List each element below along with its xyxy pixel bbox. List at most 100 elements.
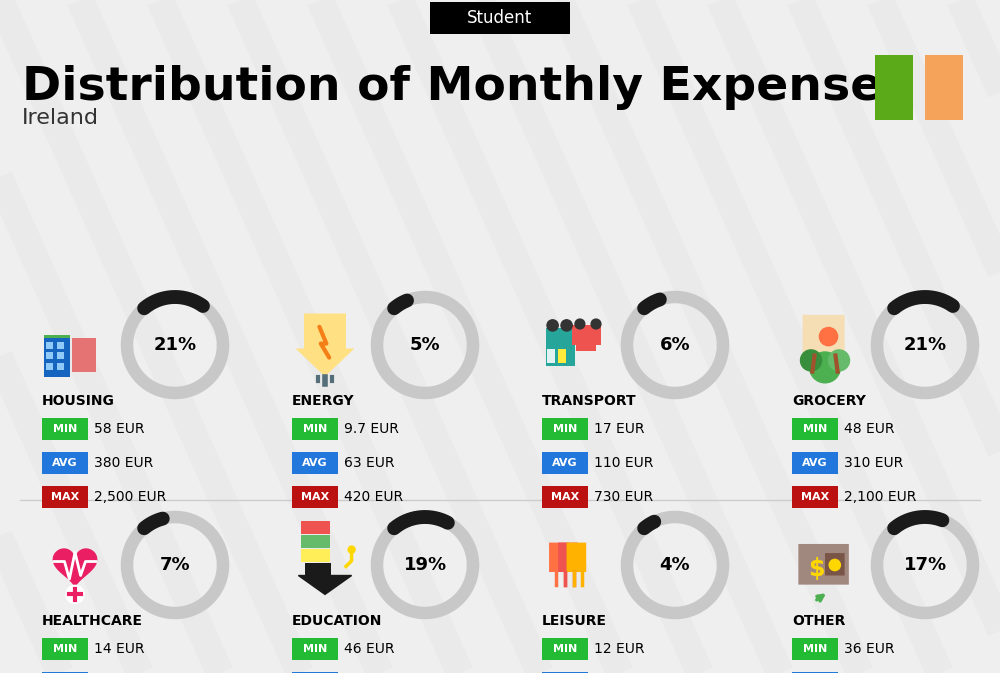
Text: 2,500 EUR: 2,500 EUR	[94, 490, 166, 504]
FancyBboxPatch shape	[803, 315, 845, 355]
Text: MIN: MIN	[553, 424, 577, 434]
Text: MIN: MIN	[803, 424, 827, 434]
Circle shape	[561, 320, 572, 331]
Text: MIN: MIN	[553, 644, 577, 654]
FancyBboxPatch shape	[567, 542, 586, 572]
Bar	[430, 2, 570, 34]
Text: 14 EUR: 14 EUR	[94, 642, 144, 656]
Bar	[42, 452, 88, 474]
Circle shape	[66, 586, 84, 604]
Bar	[292, 452, 338, 474]
Text: 310 EUR: 310 EUR	[844, 456, 903, 470]
Text: 7%: 7%	[160, 556, 190, 574]
Text: 21%: 21%	[153, 336, 197, 354]
Text: 17%: 17%	[903, 556, 947, 574]
Text: AVG: AVG	[302, 458, 328, 468]
Text: 58 EUR: 58 EUR	[94, 422, 144, 436]
Circle shape	[819, 328, 838, 346]
Text: 380 EUR: 380 EUR	[94, 456, 153, 470]
Text: OTHER: OTHER	[792, 614, 845, 628]
Text: HOUSING: HOUSING	[42, 394, 115, 408]
Polygon shape	[53, 548, 97, 589]
Circle shape	[591, 319, 601, 329]
Bar	[46, 341, 53, 349]
Bar	[558, 349, 566, 363]
Text: 420 EUR: 420 EUR	[344, 490, 403, 504]
Bar	[546, 328, 575, 366]
Circle shape	[800, 350, 822, 371]
Bar	[292, 672, 338, 673]
Bar	[300, 535, 330, 548]
Bar	[542, 452, 588, 474]
Bar	[42, 638, 88, 660]
Bar	[576, 344, 596, 351]
Bar	[44, 334, 70, 338]
Text: Ireland: Ireland	[22, 108, 99, 128]
FancyBboxPatch shape	[825, 553, 845, 575]
Text: ENERGY: ENERGY	[292, 394, 355, 408]
Text: MAX: MAX	[301, 492, 329, 502]
Bar	[46, 352, 53, 359]
Text: Distribution of Monthly Expenses: Distribution of Monthly Expenses	[22, 65, 910, 110]
Text: $: $	[808, 557, 825, 581]
Bar	[57, 341, 64, 349]
Bar	[792, 418, 838, 440]
Circle shape	[547, 320, 558, 331]
FancyBboxPatch shape	[549, 542, 569, 572]
Circle shape	[348, 546, 355, 553]
Bar	[792, 486, 838, 508]
Text: GROCERY: GROCERY	[792, 394, 866, 408]
Circle shape	[829, 559, 840, 571]
Text: MIN: MIN	[53, 424, 77, 434]
Text: 12 EUR: 12 EUR	[594, 642, 644, 656]
Bar	[300, 549, 330, 561]
FancyBboxPatch shape	[558, 542, 578, 572]
Bar	[57, 352, 64, 359]
Bar	[46, 363, 53, 369]
Text: 110 EUR: 110 EUR	[594, 456, 653, 470]
Bar	[305, 563, 331, 575]
Text: 17 EUR: 17 EUR	[594, 422, 644, 436]
Text: 36 EUR: 36 EUR	[844, 642, 895, 656]
Text: LEISURE: LEISURE	[542, 614, 607, 628]
Bar	[42, 486, 88, 508]
Bar	[292, 486, 338, 508]
Bar	[542, 418, 588, 440]
Text: MIN: MIN	[803, 644, 827, 654]
Polygon shape	[296, 314, 354, 376]
Bar	[547, 349, 555, 363]
Text: EDUCATION: EDUCATION	[292, 614, 382, 628]
Bar	[792, 672, 838, 673]
Circle shape	[810, 352, 840, 383]
Text: 21%: 21%	[903, 336, 947, 354]
Text: MIN: MIN	[303, 424, 327, 434]
Text: 730 EUR: 730 EUR	[594, 490, 653, 504]
Bar	[925, 55, 963, 120]
Text: 6%: 6%	[660, 336, 690, 354]
Text: MIN: MIN	[303, 644, 327, 654]
Text: AVG: AVG	[552, 458, 578, 468]
Text: MAX: MAX	[801, 492, 829, 502]
Text: 9.7 EUR: 9.7 EUR	[344, 422, 399, 436]
Bar	[300, 521, 330, 534]
Text: 63 EUR: 63 EUR	[344, 456, 394, 470]
Text: 46 EUR: 46 EUR	[344, 642, 394, 656]
Text: Student: Student	[467, 9, 533, 27]
Bar	[792, 452, 838, 474]
Bar	[42, 672, 88, 673]
Text: 19%: 19%	[403, 556, 447, 574]
Bar	[292, 638, 338, 660]
Text: MAX: MAX	[51, 492, 79, 502]
Text: MIN: MIN	[53, 644, 77, 654]
Bar	[572, 326, 601, 345]
FancyBboxPatch shape	[798, 544, 849, 585]
Bar	[875, 55, 913, 120]
Text: MAX: MAX	[551, 492, 579, 502]
Text: 4%: 4%	[660, 556, 690, 574]
Bar	[42, 418, 88, 440]
Bar	[72, 338, 96, 371]
Text: TRANSPORT: TRANSPORT	[542, 394, 637, 408]
Circle shape	[575, 319, 585, 329]
Bar	[542, 638, 588, 660]
Text: 5%: 5%	[410, 336, 440, 354]
